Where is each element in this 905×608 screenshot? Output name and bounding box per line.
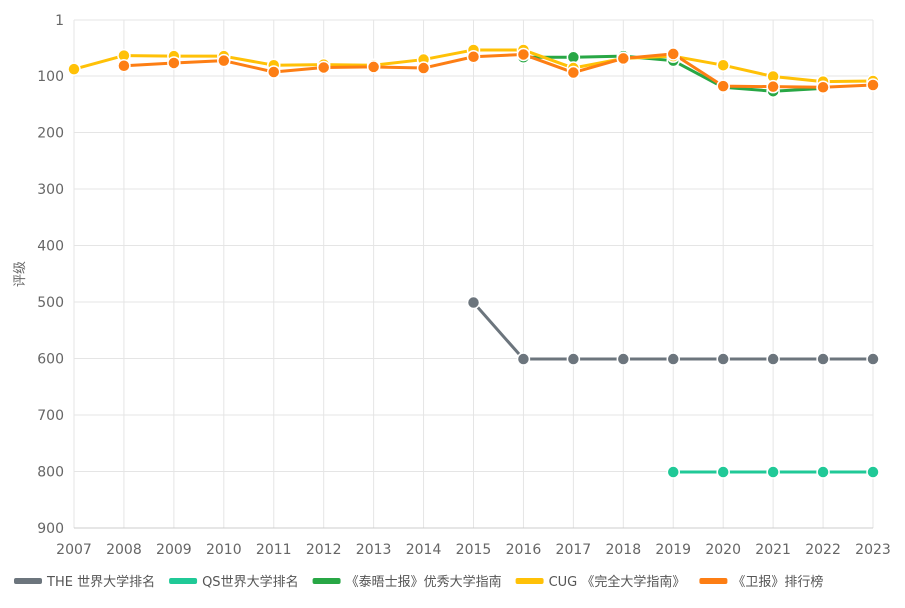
series-line-4 bbox=[123, 52, 874, 89]
data-point[interactable] bbox=[666, 465, 680, 479]
data-point[interactable] bbox=[816, 352, 830, 366]
data-point[interactable] bbox=[117, 59, 131, 73]
grid-lines bbox=[73, 19, 874, 529]
y-tick-label: 700 bbox=[37, 408, 64, 424]
x-tick-label: 2022 bbox=[805, 542, 841, 558]
x-tick-label: 2010 bbox=[206, 542, 242, 558]
x-tick-label: 2007 bbox=[56, 542, 92, 558]
legend-item-0[interactable]: THE 世界大学排名 bbox=[14, 574, 155, 590]
legend-label: 《卫报》排行榜 bbox=[732, 574, 823, 590]
y-tick-label: 500 bbox=[37, 295, 64, 311]
axes: 1 100 200 300 400 500 600 700 800 900 2007 2008 2009… bbox=[37, 13, 891, 558]
data-point[interactable] bbox=[267, 65, 281, 79]
data-point[interactable] bbox=[666, 47, 680, 61]
legend[interactable]: THE 世界大学排名 QS世界大学排名 《泰晤士报》优秀大学指南 CUG 《完全大学指… bbox=[14, 574, 823, 590]
data-point[interactable] bbox=[866, 352, 880, 366]
data-point[interactable] bbox=[566, 65, 581, 80]
legend-item-2[interactable]: 《泰晤士报》优秀大学指南 bbox=[312, 574, 502, 590]
data-point[interactable] bbox=[516, 47, 531, 62]
x-tick-label: 2016 bbox=[506, 542, 542, 558]
data-point[interactable] bbox=[217, 53, 231, 68]
x-tick-label: 2023 bbox=[855, 542, 891, 558]
data-point[interactable] bbox=[316, 60, 331, 75]
data-point[interactable] bbox=[616, 352, 631, 366]
y-tick-label: 300 bbox=[37, 182, 64, 198]
legend-label: CUG 《完全大学指南》 bbox=[549, 574, 686, 590]
legend-swatch bbox=[169, 578, 198, 584]
data-point[interactable] bbox=[616, 51, 631, 66]
data-point[interactable] bbox=[516, 352, 531, 366]
data-point[interactable] bbox=[816, 80, 830, 94]
y-tick-label: 400 bbox=[37, 238, 64, 254]
data-point[interactable] bbox=[766, 352, 780, 366]
legend-swatch bbox=[515, 578, 544, 584]
x-tick-label: 2018 bbox=[605, 542, 641, 558]
x-tick-label: 2012 bbox=[306, 542, 342, 558]
legend-item-3[interactable]: CUG 《完全大学指南》 bbox=[515, 574, 686, 590]
data-point[interactable] bbox=[866, 78, 880, 92]
data-point[interactable] bbox=[167, 56, 181, 70]
legend-swatch bbox=[14, 578, 42, 584]
legend-swatch bbox=[312, 578, 341, 584]
data-point[interactable] bbox=[766, 79, 780, 94]
data-point[interactable] bbox=[416, 61, 431, 75]
x-tick-label: 2013 bbox=[356, 542, 392, 558]
x-tick-label: 2015 bbox=[456, 542, 492, 558]
data-point[interactable] bbox=[366, 60, 381, 74]
legend-item-4[interactable]: 《卫报》排行榜 bbox=[699, 574, 823, 590]
y-tick-label: 200 bbox=[37, 125, 64, 141]
x-tick-label: 2017 bbox=[556, 542, 592, 558]
data-point[interactable] bbox=[716, 79, 730, 93]
legend-swatch bbox=[699, 578, 728, 584]
data-point[interactable] bbox=[466, 295, 481, 310]
legend-label: THE 世界大学排名 bbox=[46, 574, 155, 590]
data-point[interactable] bbox=[666, 352, 680, 366]
legend-item-1[interactable]: QS世界大学排名 bbox=[169, 574, 299, 590]
data-point[interactable] bbox=[816, 465, 830, 479]
y-tick-label: 1 bbox=[55, 13, 64, 29]
data-point[interactable] bbox=[67, 62, 81, 76]
data-point[interactable] bbox=[716, 352, 730, 366]
x-tick-label: 2021 bbox=[755, 542, 791, 558]
x-tick-label: 2019 bbox=[655, 542, 691, 558]
data-point[interactable] bbox=[566, 352, 581, 366]
x-tick-label: 2020 bbox=[705, 542, 741, 558]
legend-label: 《泰晤士报》优秀大学指南 bbox=[346, 574, 502, 590]
x-tick-label: 2014 bbox=[406, 542, 442, 558]
y-tick-label: 600 bbox=[37, 351, 64, 367]
data-point[interactable] bbox=[766, 465, 780, 479]
data-point[interactable] bbox=[716, 58, 730, 72]
y-tick-label: 900 bbox=[37, 521, 64, 537]
data-point[interactable] bbox=[866, 465, 880, 479]
data-point[interactable] bbox=[466, 49, 481, 64]
y-axis-title: 评级 bbox=[13, 261, 28, 287]
y-tick-label: 100 bbox=[37, 69, 64, 85]
x-tick-label: 2011 bbox=[256, 542, 292, 558]
legend-label: QS世界大学排名 bbox=[202, 574, 299, 590]
x-tick-label: 2009 bbox=[156, 542, 192, 558]
data-point[interactable] bbox=[716, 465, 730, 479]
series-points bbox=[67, 43, 880, 479]
y-tick-label: 800 bbox=[37, 464, 64, 480]
x-tick-label: 2008 bbox=[106, 542, 142, 558]
